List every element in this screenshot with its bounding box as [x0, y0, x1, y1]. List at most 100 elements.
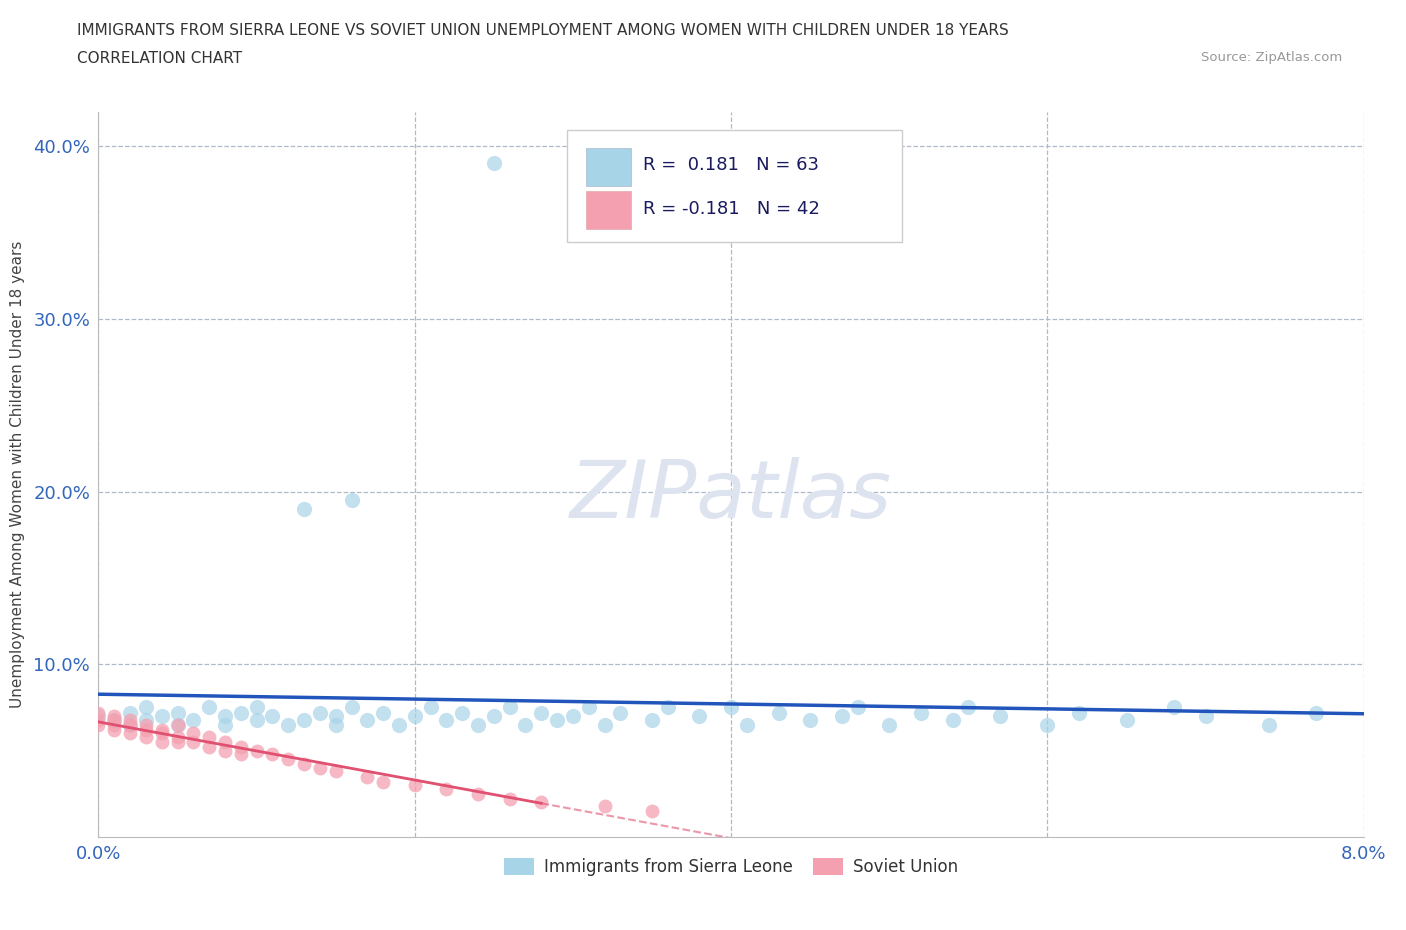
- Point: [988, 709, 1011, 724]
- Point: [183, 726, 205, 741]
- Point: [166, 735, 188, 750]
- Point: [120, 712, 141, 727]
- Point: [103, 712, 125, 727]
- FancyBboxPatch shape: [585, 148, 631, 186]
- Point: [103, 712, 125, 727]
- Point: [831, 709, 853, 724]
- Text: R = -0.181   N = 42: R = -0.181 N = 42: [643, 200, 820, 218]
- Point: [515, 717, 537, 732]
- Point: [135, 717, 157, 732]
- Point: [103, 709, 125, 724]
- Point: [262, 747, 284, 762]
- Point: [340, 493, 363, 508]
- Point: [877, 717, 901, 732]
- Point: [309, 705, 332, 720]
- Point: [688, 709, 710, 724]
- Point: [246, 700, 269, 715]
- Point: [135, 729, 157, 744]
- Point: [498, 700, 520, 715]
- Point: [229, 739, 252, 754]
- Y-axis label: Unemployment Among Women with Children Under 18 years: Unemployment Among Women with Children U…: [10, 241, 25, 708]
- Point: [1163, 700, 1185, 715]
- Text: R =  0.181   N = 63: R = 0.181 N = 63: [643, 156, 818, 174]
- Point: [340, 700, 363, 715]
- Point: [246, 743, 269, 758]
- Point: [1305, 705, 1327, 720]
- Point: [214, 743, 236, 758]
- Point: [799, 712, 821, 727]
- Point: [183, 712, 205, 727]
- Point: [325, 717, 347, 732]
- Point: [436, 781, 458, 796]
- Point: [419, 700, 441, 715]
- Point: [578, 700, 600, 715]
- Point: [404, 709, 426, 724]
- Point: [292, 501, 315, 516]
- Point: [941, 712, 963, 727]
- Point: [1115, 712, 1137, 727]
- Point: [87, 712, 110, 727]
- Point: [87, 705, 110, 720]
- Point: [957, 700, 980, 715]
- Point: [1036, 717, 1059, 732]
- Point: [498, 791, 520, 806]
- Point: [1067, 705, 1090, 720]
- Point: [356, 712, 378, 727]
- Point: [166, 717, 188, 732]
- Point: [388, 717, 411, 732]
- Text: Source: ZipAtlas.com: Source: ZipAtlas.com: [1202, 51, 1343, 64]
- Point: [277, 717, 299, 732]
- Point: [166, 717, 188, 732]
- Point: [593, 799, 616, 814]
- Point: [292, 757, 315, 772]
- Point: [166, 729, 188, 744]
- Point: [246, 712, 269, 727]
- Point: [467, 717, 489, 732]
- Point: [103, 717, 125, 732]
- Text: ZIPatlas: ZIPatlas: [569, 457, 893, 535]
- Point: [135, 700, 157, 715]
- Point: [467, 787, 489, 802]
- Point: [120, 726, 141, 741]
- Point: [198, 739, 221, 754]
- Point: [546, 712, 568, 727]
- Point: [371, 705, 394, 720]
- Point: [436, 712, 458, 727]
- Point: [561, 709, 585, 724]
- Point: [150, 723, 173, 737]
- Point: [404, 777, 426, 792]
- Point: [135, 712, 157, 727]
- Point: [482, 156, 505, 171]
- Point: [325, 709, 347, 724]
- Point: [846, 700, 869, 715]
- Point: [150, 709, 173, 724]
- Point: [229, 705, 252, 720]
- Point: [120, 717, 141, 732]
- Point: [198, 700, 221, 715]
- Point: [150, 726, 173, 741]
- Point: [120, 717, 141, 732]
- Point: [641, 804, 664, 818]
- Point: [451, 705, 474, 720]
- Point: [166, 705, 188, 720]
- Point: [262, 709, 284, 724]
- Point: [292, 712, 315, 727]
- Point: [641, 712, 664, 727]
- Point: [356, 769, 378, 784]
- Point: [214, 735, 236, 750]
- FancyBboxPatch shape: [585, 192, 631, 229]
- Point: [657, 700, 679, 715]
- Point: [910, 705, 932, 720]
- Point: [87, 717, 110, 732]
- Point: [214, 709, 236, 724]
- Point: [1195, 709, 1218, 724]
- Point: [150, 735, 173, 750]
- Point: [229, 747, 252, 762]
- Point: [371, 775, 394, 790]
- Text: CORRELATION CHART: CORRELATION CHART: [77, 51, 242, 66]
- Point: [87, 709, 110, 724]
- Point: [482, 709, 505, 724]
- Point: [609, 705, 631, 720]
- Point: [593, 717, 616, 732]
- Legend: Immigrants from Sierra Leone, Soviet Union: Immigrants from Sierra Leone, Soviet Uni…: [498, 852, 965, 883]
